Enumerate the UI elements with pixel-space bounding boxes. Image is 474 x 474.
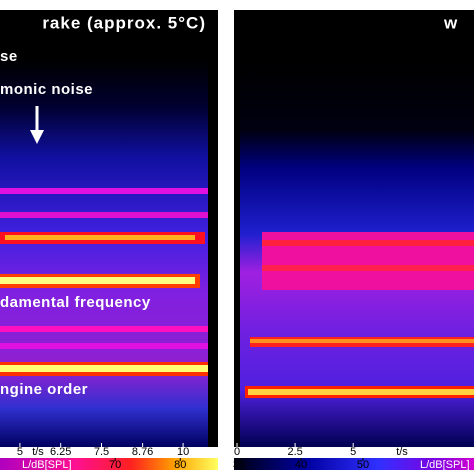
x-tick-label: 7.5 (94, 446, 109, 458)
x-tick-label: 5 (17, 446, 23, 458)
panel-title: w (443, 13, 458, 32)
x-tick-label: 10 (177, 446, 189, 458)
spectrogram-right (234, 10, 474, 447)
colorbar-tick-label: 50 (357, 459, 369, 471)
spectrogram-left (0, 10, 218, 447)
colorbar-tick-label: 70 (109, 459, 121, 471)
colorbar-tick-label: 40 (295, 459, 307, 471)
colorbar-tick-label: 80 (174, 459, 186, 471)
x-tick-label: 8.76 (132, 446, 153, 458)
colorbar-left (0, 458, 218, 470)
annotation: damental frequency (0, 294, 151, 311)
colorbar-tick-label: 30 (233, 459, 245, 471)
annotation: ngine order (0, 381, 88, 398)
x-tick-label: 2.5 (287, 446, 302, 458)
x-tick-label: 6.25 (50, 446, 71, 458)
x-axis-label: t/s (32, 446, 44, 458)
x-tick-label: 0 (234, 446, 240, 458)
colorbar-label: L/dB[SPL] (22, 459, 72, 471)
arrow (30, 106, 44, 144)
colorbar-label: L/dB[SPL] (420, 459, 470, 471)
annotation: se (0, 48, 18, 65)
colorbar-right (234, 458, 474, 470)
x-tick-label: 5 (350, 446, 356, 458)
x-axis-label: t/s (396, 446, 408, 458)
annotation: monic noise (0, 81, 93, 98)
panel-title: rake (approx. 5°C) (42, 13, 206, 32)
